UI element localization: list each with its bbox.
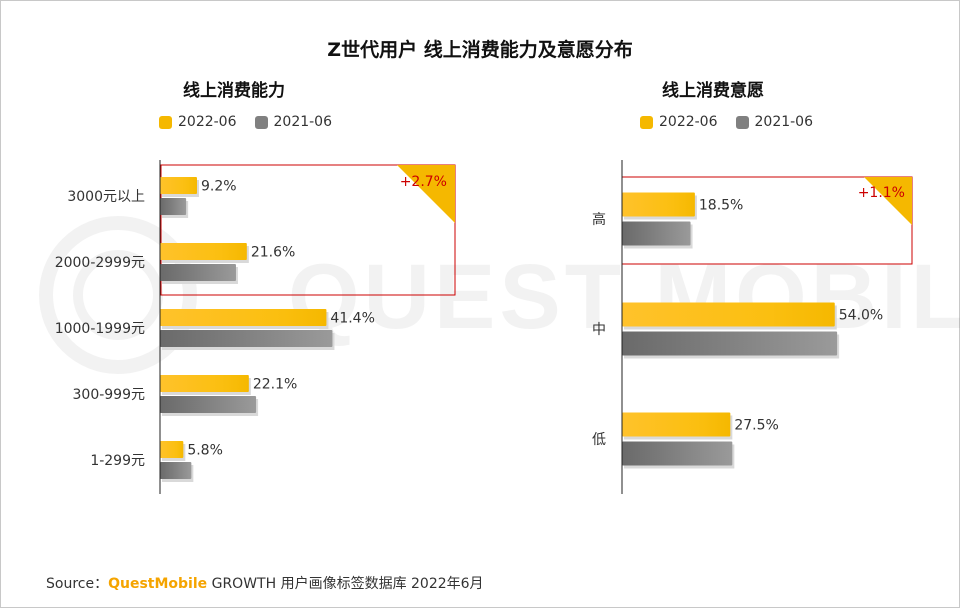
bar-2021	[160, 396, 257, 413]
bar-2021	[622, 441, 733, 466]
data-label: 41.4%	[330, 311, 374, 327]
category-label: 低	[592, 432, 606, 448]
bar-2022	[622, 192, 695, 217]
legend-swatch-2022	[640, 115, 653, 129]
bar-2022	[160, 177, 197, 194]
category-label: 2000-2999元	[55, 255, 145, 271]
bar-2021	[622, 221, 691, 246]
category-label: 3000元以上	[67, 189, 145, 205]
legend-label-2022: 2022-06	[659, 114, 718, 130]
data-label: 5.8%	[187, 443, 223, 459]
source-rest: GROWTH 用户画像标签数据库 2022年6月	[207, 576, 484, 592]
left-legend: 2022-06 2021-06	[159, 114, 332, 130]
source-prefix: Source：	[46, 576, 109, 592]
legend-swatch-2022	[159, 115, 172, 129]
category-label: 1-299元	[90, 453, 145, 469]
consumption-willingness-chart: +1.1% 18.5% 高 54.0% 中 27.5% 低	[592, 160, 913, 494]
bar-2021	[622, 331, 838, 356]
legend-label-2022: 2022-06	[178, 114, 237, 130]
data-label: 54.0%	[839, 308, 883, 324]
category-label: 中	[592, 322, 606, 338]
legend-swatch-2021	[254, 115, 268, 129]
legend-label-2021: 2021-06	[273, 114, 333, 130]
bar-2021	[160, 462, 192, 479]
bar-2022	[160, 441, 184, 458]
callout-corner	[397, 165, 455, 223]
bar-2022	[160, 309, 327, 326]
callout-label: +2.7%	[400, 174, 447, 190]
source-brand: QuestMobile	[108, 576, 208, 592]
data-label: 27.5%	[734, 418, 778, 434]
bar-2022	[160, 243, 247, 260]
bar-2021	[160, 198, 187, 215]
category-label: 1000-1999元	[55, 321, 145, 337]
data-label: 21.6%	[251, 245, 295, 261]
bar-2021	[160, 264, 236, 281]
bar-2022	[622, 412, 731, 437]
bar-2022	[622, 302, 835, 327]
left-chart-title: 线上消费能力	[183, 81, 285, 101]
legend-swatch-2021	[735, 115, 749, 129]
bar-2022	[160, 375, 249, 392]
watermark-text: QUEST MOBILE	[288, 246, 960, 348]
bar-2021	[160, 330, 333, 347]
right-legend: 2022-06 2021-06	[640, 114, 813, 130]
legend-label-2021: 2021-06	[754, 114, 814, 130]
category-label: 300-999元	[73, 387, 146, 403]
right-chart-title: 线上消费意愿	[662, 81, 764, 101]
highlight-box	[160, 164, 456, 296]
callout-label: +1.1%	[858, 185, 905, 201]
source-note: Source：QuestMobile GROWTH 用户画像标签数据库 2022…	[46, 573, 484, 593]
data-label: 18.5%	[699, 198, 743, 214]
data-label: 9.2%	[201, 179, 237, 195]
data-label: 22.1%	[253, 377, 297, 393]
callout-corner	[864, 177, 912, 225]
category-label: 高	[592, 211, 606, 228]
watermark: QUEST MOBILE	[39, 216, 960, 374]
main-title: Z世代用户 线上消费能力及意愿分布	[327, 39, 633, 61]
consumption-ability-chart: +2.7% 9.2% 3000元以上 21.6% 2000-2999元 41.4% 1000…	[55, 160, 456, 494]
